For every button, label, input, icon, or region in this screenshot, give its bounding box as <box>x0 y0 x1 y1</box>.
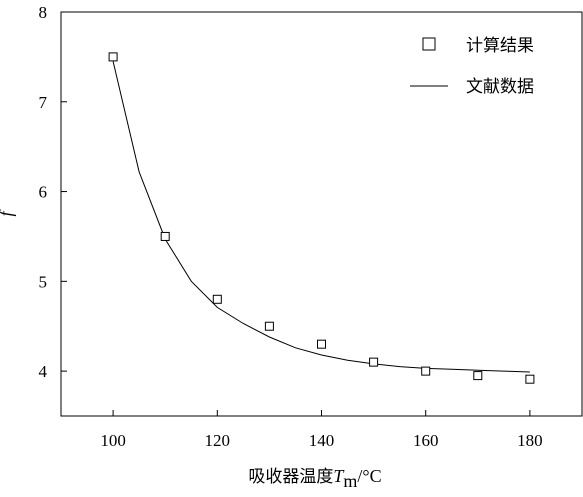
y-axis-title: f <box>0 209 16 217</box>
data-point-calculated <box>473 371 483 381</box>
x-axis-title-unit: /°C <box>357 466 381 486</box>
data-point-calculated <box>421 366 431 376</box>
y-tick-label: 5 <box>39 272 48 291</box>
y-tick-label: 8 <box>39 3 48 22</box>
x-axis-title: 吸收器温度Tm/°C <box>248 466 381 491</box>
x-tick-label: 100 <box>100 431 126 450</box>
data-point-calculated <box>212 294 222 304</box>
data-point-calculated <box>317 339 326 349</box>
y-tick-label: 7 <box>39 93 48 112</box>
data-point-calculated <box>160 231 170 241</box>
legend: 计算结果 文献数据 <box>410 36 534 97</box>
x-tick-label: 180 <box>517 431 543 450</box>
x-tick-label: 120 <box>205 431 231 450</box>
x-axis-ticks: 100 120 140 160 180 <box>100 410 543 450</box>
data-point-calculated <box>264 321 274 331</box>
x-axis-title-subscript: m <box>343 471 357 491</box>
data-point-calculated <box>525 374 535 384</box>
x-tick-label: 160 <box>413 431 439 450</box>
x-axis-title-symbol: T <box>333 466 345 486</box>
x-tick-label: 140 <box>309 431 335 450</box>
data-point-calculated <box>369 357 379 367</box>
x-axis-title-prefix: 吸收器温度 <box>248 467 333 487</box>
y-tick-label: 4 <box>39 362 48 381</box>
data-point-calculated <box>108 52 118 62</box>
legend-label-calculated: 计算结果 <box>466 36 534 56</box>
legend-marker-calculated <box>422 37 436 51</box>
legend-label-literature: 文献数据 <box>466 77 534 97</box>
y-axis-ticks: 4 5 6 7 8 <box>39 3 67 381</box>
series-line-literature <box>112 61 530 373</box>
series-points-calculated <box>108 52 535 384</box>
y-tick-label: 6 <box>39 183 48 202</box>
